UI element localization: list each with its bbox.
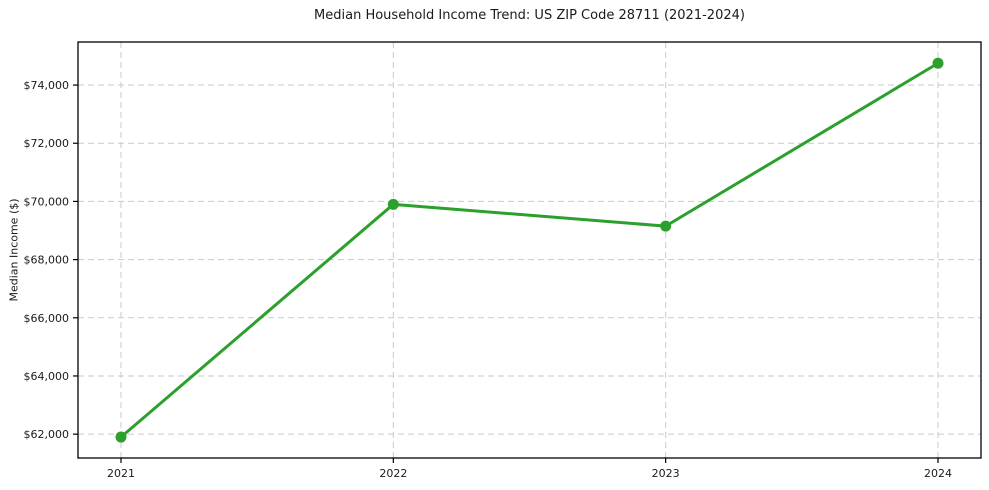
y-tick-label: $66,000 <box>24 312 70 325</box>
data-point-marker <box>660 220 672 232</box>
y-tick-label: $64,000 <box>24 370 70 383</box>
x-tick-label: 2022 <box>379 467 407 480</box>
y-tick-label: $68,000 <box>24 254 70 267</box>
chart-title: Median Household Income Trend: US ZIP Co… <box>314 8 745 23</box>
trend-line <box>119 61 940 439</box>
x-tick-label: 2023 <box>652 467 680 480</box>
plot-frame <box>77 41 982 459</box>
data-point-marker <box>932 57 944 69</box>
y-tick-label: $62,000 <box>24 428 70 441</box>
x-tick-label: 2024 <box>924 467 952 480</box>
y-tick-label: $70,000 <box>24 195 70 208</box>
y-tick-label: $74,000 <box>24 79 70 92</box>
x-tick-label: 2021 <box>107 467 135 480</box>
data-point-marker <box>387 198 399 210</box>
data-point-marker <box>115 431 127 443</box>
y-tick-label: $72,000 <box>24 137 70 150</box>
